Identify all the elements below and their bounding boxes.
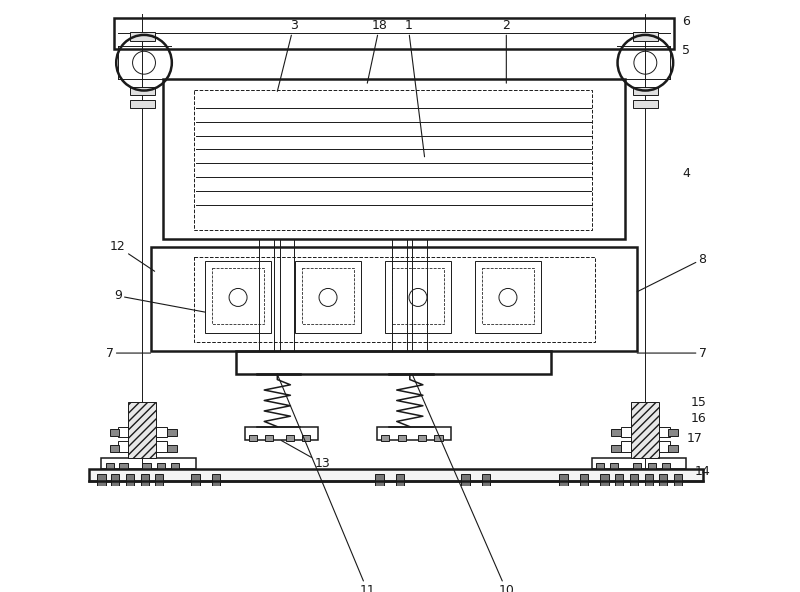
Text: 7: 7 [637,346,706,359]
Bar [648,464,656,476]
Bar [142,464,150,476]
Bar [482,474,490,485]
Text: 16: 16 [690,412,706,425]
Bar [659,474,667,485]
Bar [302,435,310,442]
Bar [194,256,594,342]
Text: 1: 1 [404,20,425,157]
Bar [611,445,621,452]
Text: 13: 13 [282,440,330,470]
Bar [621,427,670,437]
Bar [645,474,653,485]
Bar [118,427,167,437]
Bar [98,474,106,485]
Bar [102,458,195,469]
Bar [126,474,134,485]
Bar [130,99,154,108]
Bar [150,247,637,352]
Bar [633,464,642,476]
Text: 8: 8 [637,253,706,292]
Bar [191,474,200,485]
Bar [249,435,257,442]
Bar [194,90,592,230]
Bar [280,239,294,352]
Bar [559,474,568,485]
Text: 7: 7 [106,346,150,359]
Bar [265,435,274,442]
Bar [396,474,404,485]
Bar [212,268,264,324]
Bar [163,79,625,239]
Bar [119,464,128,476]
Bar [295,262,361,333]
Bar [418,435,426,442]
Bar [611,429,621,436]
Bar [154,474,163,485]
Text: 11: 11 [278,374,375,592]
Bar [600,474,609,485]
Bar [398,435,406,442]
Bar [381,435,390,442]
Bar [630,474,638,485]
Bar [596,464,605,476]
Bar [662,464,670,476]
Bar [668,445,678,452]
Bar [141,474,149,485]
Text: 15: 15 [690,395,706,408]
Bar [111,474,119,485]
Bar [157,464,166,476]
Bar [615,474,623,485]
Bar [668,429,678,436]
Bar [237,352,551,374]
Bar [482,268,534,324]
Bar [118,442,167,452]
Bar [286,435,294,442]
Bar [412,239,427,352]
Bar [110,445,119,452]
Text: 9: 9 [114,289,206,312]
Bar [592,458,686,469]
Bar [90,469,702,481]
Bar [129,402,156,458]
Text: 17: 17 [686,432,702,445]
Bar [631,402,659,458]
Bar [580,474,588,485]
Text: 6: 6 [682,15,690,28]
Bar [633,31,658,41]
Bar [106,464,114,476]
Bar [130,31,154,41]
Bar [434,435,442,442]
Bar [114,18,674,49]
Bar [259,239,274,352]
Bar [377,427,450,440]
Bar [392,239,406,352]
Text: 5: 5 [682,44,690,57]
Text: 3: 3 [278,20,298,91]
Bar [475,262,541,333]
Bar [392,268,444,324]
Bar [674,474,682,485]
Bar [462,474,470,485]
Bar [212,474,220,485]
Bar [130,87,154,95]
Text: 10: 10 [412,374,514,592]
Bar [245,427,318,440]
Text: 18: 18 [367,20,387,83]
Bar [167,445,177,452]
Text: 14: 14 [694,465,710,478]
Bar [610,464,618,476]
Bar [167,429,177,436]
Bar [621,442,670,452]
Text: 4: 4 [682,166,690,179]
Bar [171,464,179,476]
Bar [375,474,384,485]
Bar [302,268,354,324]
Text: 2: 2 [502,20,510,83]
Bar [386,262,450,333]
Text: 12: 12 [110,240,154,271]
Bar [633,87,658,95]
Bar [206,262,270,333]
Bar [633,99,658,108]
Bar [110,429,119,436]
